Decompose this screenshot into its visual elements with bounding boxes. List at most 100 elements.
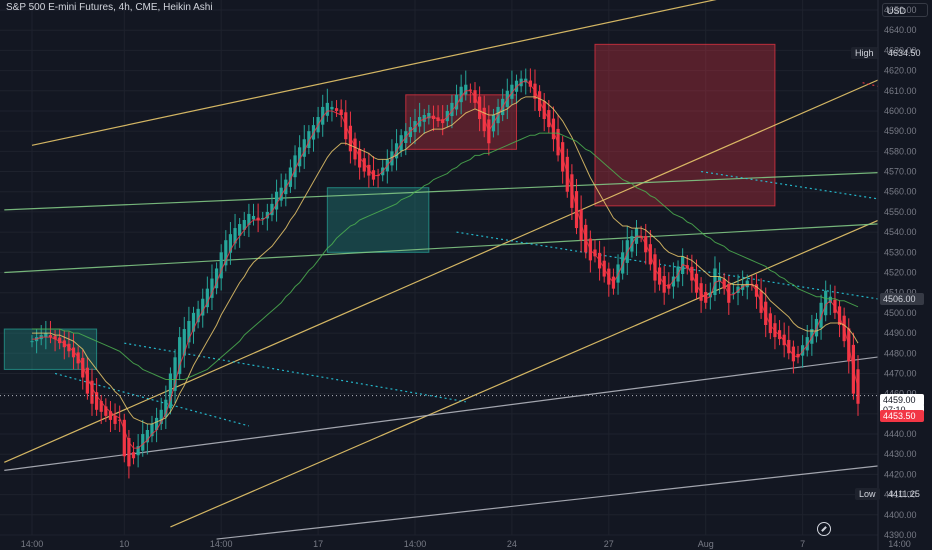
candle-body <box>464 84 468 95</box>
low-label: Low <box>855 488 880 500</box>
y-tick-label: 4390.00 <box>884 530 917 540</box>
y-tick-label: 4500.00 <box>884 308 917 318</box>
y-tick-label: 4530.00 <box>884 247 917 257</box>
candle-body <box>205 288 209 308</box>
candle-body <box>44 333 48 338</box>
candle-body <box>178 337 182 375</box>
candle-body <box>334 108 339 111</box>
candle-body <box>228 234 233 253</box>
candle-body <box>201 298 205 316</box>
candle-body <box>182 329 186 356</box>
candle-body <box>219 252 223 279</box>
trendline <box>4 169 932 211</box>
price-axis <box>878 0 932 550</box>
replay-icon[interactable] <box>817 522 831 536</box>
y-tick-label: 4640.00 <box>884 25 917 35</box>
candle-body <box>837 306 842 325</box>
candle-body <box>71 347 76 358</box>
candle-body <box>261 217 265 219</box>
candle-body <box>450 102 454 117</box>
candle-body <box>224 240 228 266</box>
high-value: 4634.50 <box>888 48 921 58</box>
price-tag-1: 4506.00 <box>880 293 924 305</box>
candle-body <box>274 191 279 210</box>
candle-body <box>621 252 625 274</box>
candle-body <box>773 323 777 338</box>
candle-body <box>796 353 800 358</box>
y-tick-label: 4480.00 <box>884 348 917 358</box>
x-tick-label: 14:00 <box>888 539 911 549</box>
candle-body <box>302 139 306 157</box>
candle-body <box>528 80 532 87</box>
y-tick-label: 4440.00 <box>884 429 917 439</box>
candle-body <box>468 89 472 91</box>
candle-body <box>265 211 269 219</box>
candle-body <box>593 249 597 257</box>
moving-average-line <box>32 80 859 449</box>
candle-body <box>159 409 163 424</box>
y-tick-label: 4590.00 <box>884 126 917 136</box>
candle-body <box>510 84 514 99</box>
y-tick-label: 4540.00 <box>884 227 917 237</box>
candle-body <box>824 290 828 316</box>
candle-body <box>330 106 334 110</box>
candle-body <box>288 167 293 187</box>
candle-body <box>90 380 94 404</box>
candle-body <box>819 302 823 328</box>
y-tick-label: 4570.00 <box>884 167 917 177</box>
candle-body <box>801 345 805 356</box>
y-tick-label: 4560.00 <box>884 187 917 197</box>
candle-body <box>256 217 260 220</box>
candle-body <box>353 138 357 160</box>
y-tick-label: 4520.00 <box>884 268 917 278</box>
candle-body <box>745 280 749 288</box>
candle-body <box>279 187 283 201</box>
candle-body <box>731 292 736 294</box>
y-tick-label: 4620.00 <box>884 66 917 76</box>
last-price-tag: 4453.50 <box>880 410 924 422</box>
y-tick-label: 4430.00 <box>884 449 917 459</box>
candle-body <box>768 313 772 334</box>
trendline <box>456 231 932 309</box>
trendline <box>701 170 932 208</box>
candle-body <box>293 155 297 178</box>
candle-body <box>164 399 168 417</box>
candle-body <box>727 283 731 303</box>
candle-body <box>408 127 413 138</box>
candle-body <box>708 292 712 298</box>
candle-body <box>233 228 237 244</box>
candle-body <box>131 452 136 459</box>
x-tick-label: 14:00 <box>210 539 233 549</box>
candle-body <box>782 334 786 346</box>
chart-title: S&P 500 E-mini Futures, 4h, CME, Heikin … <box>6 2 213 13</box>
y-tick-label: 4580.00 <box>884 146 917 156</box>
candle-body <box>427 112 431 119</box>
x-tick-label: 14:00 <box>21 539 44 549</box>
price-tag-2: 4459.00 <box>880 394 924 406</box>
x-tick-label: 10 <box>119 539 129 549</box>
candle-body <box>122 419 126 457</box>
high-label: High <box>851 47 878 59</box>
candle-body <box>48 335 53 338</box>
moving-average-line <box>32 96 859 425</box>
y-tick-label: 4550.00 <box>884 207 917 217</box>
candle-body <box>713 268 717 296</box>
candle-body <box>242 220 246 230</box>
candle-body <box>113 415 117 424</box>
currency-selector[interactable]: USD <box>882 3 928 17</box>
candle-body <box>173 357 177 391</box>
candle-body <box>551 118 556 140</box>
candle-body <box>210 278 214 298</box>
candle-body <box>154 417 159 431</box>
y-tick-label: 4420.00 <box>884 469 917 479</box>
trendline <box>54 372 250 427</box>
candle-body <box>339 109 343 115</box>
candle-body <box>459 86 463 103</box>
candle-body <box>828 296 832 303</box>
candle-body <box>247 213 251 225</box>
y-tick-label: 4600.00 <box>884 106 917 116</box>
candle-body <box>736 286 740 294</box>
candle-body <box>85 367 89 394</box>
